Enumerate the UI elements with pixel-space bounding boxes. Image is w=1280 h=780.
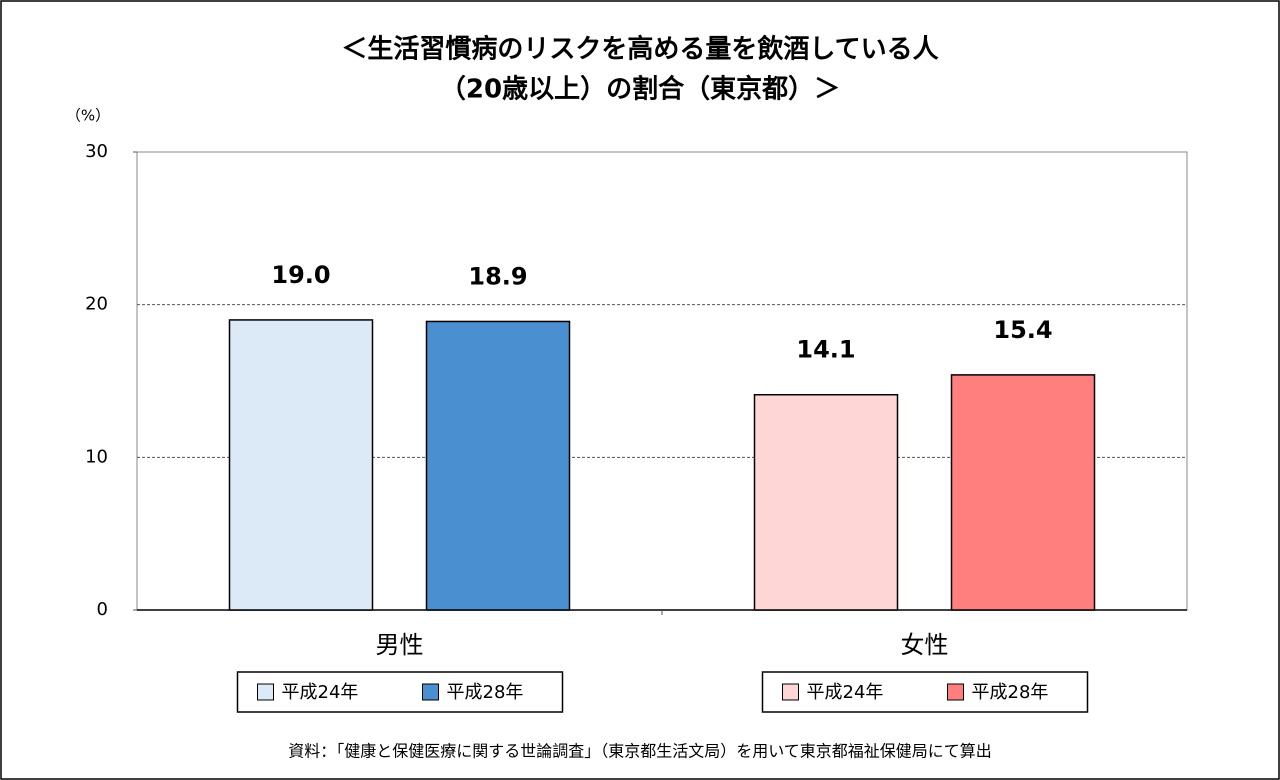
chart-title: （20歳以上）の割合（東京都）＞ — [440, 74, 840, 105]
chart-title: ＜生活習慣病のリスクを高める量を飲酒している人 — [341, 34, 938, 65]
legend-swatch — [422, 683, 439, 701]
legend-label: 平成24年 — [807, 682, 884, 703]
legend-label: 平成28年 — [972, 682, 1049, 703]
y-unit: （%） — [66, 107, 110, 125]
bar — [425, 320, 571, 611]
legend-swatch — [947, 683, 964, 701]
legend-box — [761, 671, 1089, 713]
value-label: 14.1 — [796, 336, 855, 364]
value-label: 15.4 — [993, 316, 1052, 344]
source-note: 資料：｢健康と保健医療に関する世論調査｣（東京都生活文局）を用いて東京都福祉保健… — [288, 742, 992, 761]
value-label: 18.9 — [468, 262, 527, 290]
y-tick-label: 0 — [97, 599, 108, 620]
legend-swatch — [782, 683, 799, 701]
legend-label: 平成24年 — [282, 682, 359, 703]
legend-box — [236, 671, 564, 713]
x-tick-label: 男性 — [376, 631, 424, 659]
x-tick-label: 女性 — [901, 631, 949, 659]
legend-label: 平成28年 — [447, 682, 524, 703]
legend-swatch — [257, 683, 274, 701]
bar — [753, 393, 899, 611]
value-label: 19.0 — [271, 261, 330, 289]
y-tick-label: 20 — [85, 294, 108, 315]
bar — [950, 374, 1096, 611]
bar — [228, 319, 374, 611]
y-tick-label: 30 — [85, 141, 108, 162]
y-tick-label: 10 — [85, 446, 108, 467]
